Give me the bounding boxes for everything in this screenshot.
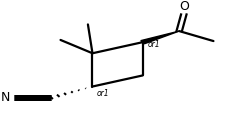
Polygon shape — [141, 31, 179, 44]
Text: N: N — [1, 91, 10, 104]
Text: or1: or1 — [147, 40, 160, 49]
Text: or1: or1 — [97, 89, 110, 98]
Text: O: O — [179, 0, 189, 13]
